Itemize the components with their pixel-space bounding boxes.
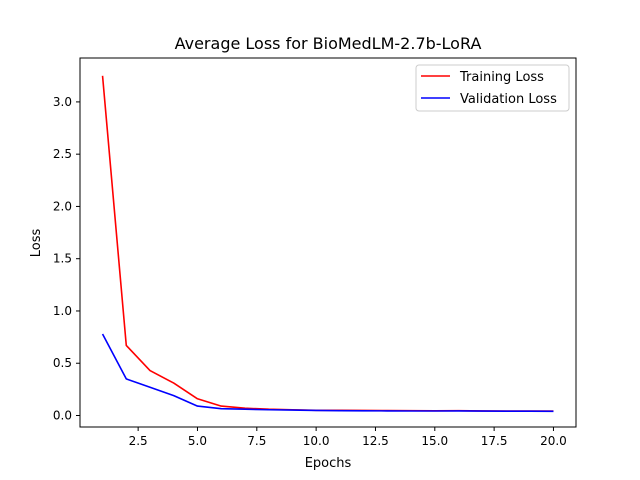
x-tick-label: 12.5 — [362, 434, 389, 448]
y-tick-label: 2.0 — [53, 199, 72, 213]
x-axis-label: Epochs — [305, 456, 352, 471]
legend-label-validation-loss: Validation Loss — [460, 92, 557, 107]
series-line-training-loss — [101, 75, 554, 412]
y-tick-label: 0.5 — [53, 356, 72, 370]
chart-title: Average Loss for BioMedLM-2.7b-LoRA — [175, 34, 482, 53]
x-tick-label: 2.5 — [129, 434, 148, 448]
x-tick-label: 5.0 — [188, 434, 207, 448]
y-axis-ticks: 0.0 0.5 1.0 1.5 2.0 2.5 3.0 — [53, 95, 80, 423]
legend-box — [415, 64, 570, 112]
x-tick-label: 17.5 — [481, 434, 508, 448]
legend: Training Loss Validation Loss — [415, 64, 570, 112]
legend-label-training-loss: Training Loss — [459, 70, 544, 85]
y-tick-label: 0.0 — [53, 409, 72, 423]
y-tick-label: 2.5 — [53, 147, 72, 161]
y-tick-label: 1.0 — [53, 304, 72, 318]
y-tick-label: 3.0 — [53, 95, 72, 109]
y-tick-label: 1.5 — [53, 252, 72, 266]
x-tick-label: 7.5 — [247, 434, 266, 448]
plot-area — [101, 75, 554, 413]
x-axis-ticks: 2.5 5.0 7.5 10.0 12.5 15.0 17.5 20.0 — [129, 427, 567, 448]
series-line-validation-loss — [101, 333, 554, 413]
axes-frame — [79, 57, 577, 428]
x-tick-label: 10.0 — [303, 434, 330, 448]
x-tick-label: 20.0 — [540, 434, 567, 448]
x-tick-label: 15.0 — [421, 434, 448, 448]
y-axis-label: Loss — [29, 229, 44, 258]
